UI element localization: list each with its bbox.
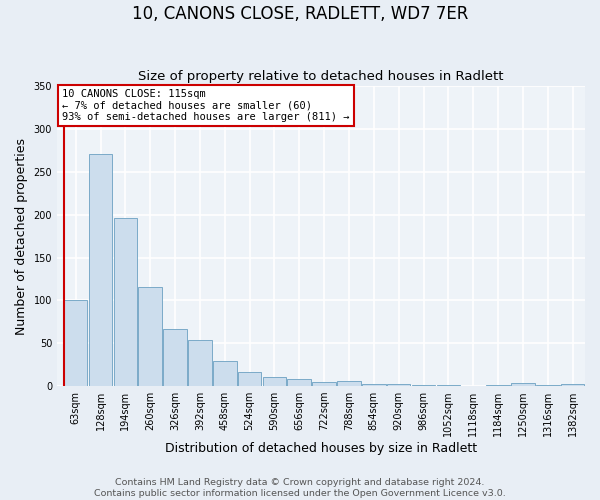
Title: Size of property relative to detached houses in Radlett: Size of property relative to detached ho… (138, 70, 504, 84)
Bar (536, 385, 560, 386)
Bar (412, 385, 436, 386)
Bar (362, 384, 386, 386)
Bar (263, 376, 286, 386)
Bar (437, 385, 460, 386)
Bar (561, 384, 584, 386)
Y-axis label: Number of detached properties: Number of detached properties (15, 138, 28, 334)
Bar (139, 286, 162, 386)
Text: Contains HM Land Registry data © Crown copyright and database right 2024.
Contai: Contains HM Land Registry data © Crown c… (94, 478, 506, 498)
Bar (213, 361, 236, 386)
Bar (337, 381, 361, 386)
Bar (511, 382, 535, 386)
Bar (89, 154, 112, 386)
Bar (313, 382, 336, 386)
Text: 10, CANONS CLOSE, RADLETT, WD7 7ER: 10, CANONS CLOSE, RADLETT, WD7 7ER (132, 5, 468, 23)
Bar (113, 218, 137, 386)
Bar (64, 300, 88, 386)
Bar (486, 385, 510, 386)
X-axis label: Distribution of detached houses by size in Radlett: Distribution of detached houses by size … (165, 442, 477, 455)
Text: 10 CANONS CLOSE: 115sqm
← 7% of detached houses are smaller (60)
93% of semi-det: 10 CANONS CLOSE: 115sqm ← 7% of detached… (62, 89, 350, 122)
Bar (387, 384, 410, 386)
Bar (238, 372, 262, 386)
Bar (163, 328, 187, 386)
Bar (287, 379, 311, 386)
Bar (188, 340, 212, 386)
